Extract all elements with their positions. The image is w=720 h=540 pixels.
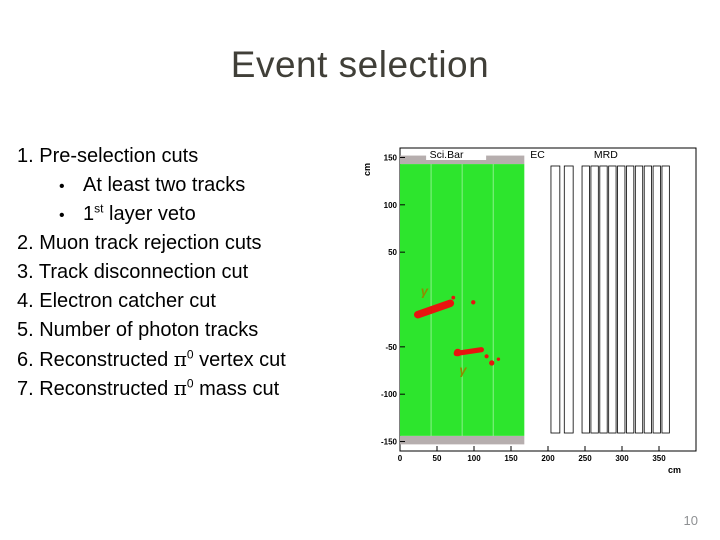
ec-label: EC [530,149,545,161]
item-7-prefix: 7. Reconstructed [17,378,174,400]
mrd-bar [652,165,661,434]
hit-dot [471,300,476,305]
x-axis-unit-label: cm [668,465,681,475]
hit-dot [489,360,495,366]
hit-dot [496,357,501,361]
bullet-icon: • [59,178,65,195]
mrd-bar [634,165,644,434]
page-number: 10 [683,513,698,528]
gamma-label-1: γ [421,284,429,299]
hit-dot [484,354,489,359]
mrd-bar [617,165,626,434]
list-item-3: 3. Track disconnection cut [17,261,249,283]
x-tick-label: 100 [467,454,481,463]
mrd-bar [626,165,635,434]
bullet-icon: • [59,207,65,224]
item-6-prefix: 6. Reconstructed [17,349,174,371]
y-tick-label: -50 [385,343,397,352]
y-tick-label: -150 [381,438,398,447]
gamma-label-2: γ [459,362,467,377]
mrd-bar [590,165,599,434]
selection-cut-list: 1. Pre-selection cuts • At least two trac… [17,142,286,403]
mrd-label: MRD [594,149,618,161]
y-axis-unit-label: cm [362,163,372,176]
scibar-label: Sci.Bar [430,149,464,161]
y-tick-label: 50 [388,248,397,257]
mrd-bar [608,165,617,434]
y-tick-label: -100 [381,390,398,399]
pi-symbol: π [173,347,187,371]
list-item-5: 5. Number of photon tracks [17,319,259,341]
mrd-bar [599,165,608,434]
list-subitem-2: • 1st layer veto [17,200,286,229]
x-tick-label: 150 [504,454,518,463]
y-tick-label: 150 [384,153,398,162]
x-tick-label: 300 [615,454,629,463]
item-6-superscript: 0 [186,347,194,362]
list-subitem-1: • At least two tracks [17,171,286,200]
subitem-2-text: layer veto [103,203,196,225]
hit-dot [453,348,462,357]
list-item-6: 6. Reconstructed π0 vertex cut [17,345,286,374]
slide-title: Event selection [230,44,490,85]
subitem-1-text: At least two tracks [83,174,246,196]
x-tick-label: 350 [652,454,666,463]
subitem-2-num: 1 [83,203,95,225]
subitem-2-superscript: st [94,201,104,216]
x-tick-label: 250 [578,454,592,463]
event-display-figure: γ γ Sci.Bar EC MRD 150 100 50 -50 -100 -150 0 50 100 1… [362,136,702,484]
scibar-label-bg [426,149,487,160]
mrd-bar [581,165,590,434]
ec-bar [563,165,574,434]
photon-track [413,299,455,319]
x-tick-label: 0 [398,454,403,463]
mrd-bar [643,165,653,434]
mrd-bar [661,165,670,434]
scibar-cap-bottom [400,435,525,445]
list-item-2: 2. Muon track rejection cuts [17,232,262,254]
item-7-superscript: 0 [186,376,194,391]
ec-bar [550,165,561,434]
item-7-suffix: mass cut [193,378,280,400]
x-tick-label: 50 [433,454,442,463]
scibar-region [400,164,525,436]
list-item-4: 4. Electron catcher cut [17,290,216,312]
list-item-7: 7. Reconstructed π0 mass cut [17,374,286,403]
y-tick-label: 100 [384,201,398,210]
pi-symbol: π [173,376,187,400]
list-item-1: 1. Pre-selection cuts [17,145,199,167]
hit-dot [451,295,456,300]
x-tick-label: 200 [541,454,555,463]
item-6-suffix: vertex cut [193,349,286,371]
